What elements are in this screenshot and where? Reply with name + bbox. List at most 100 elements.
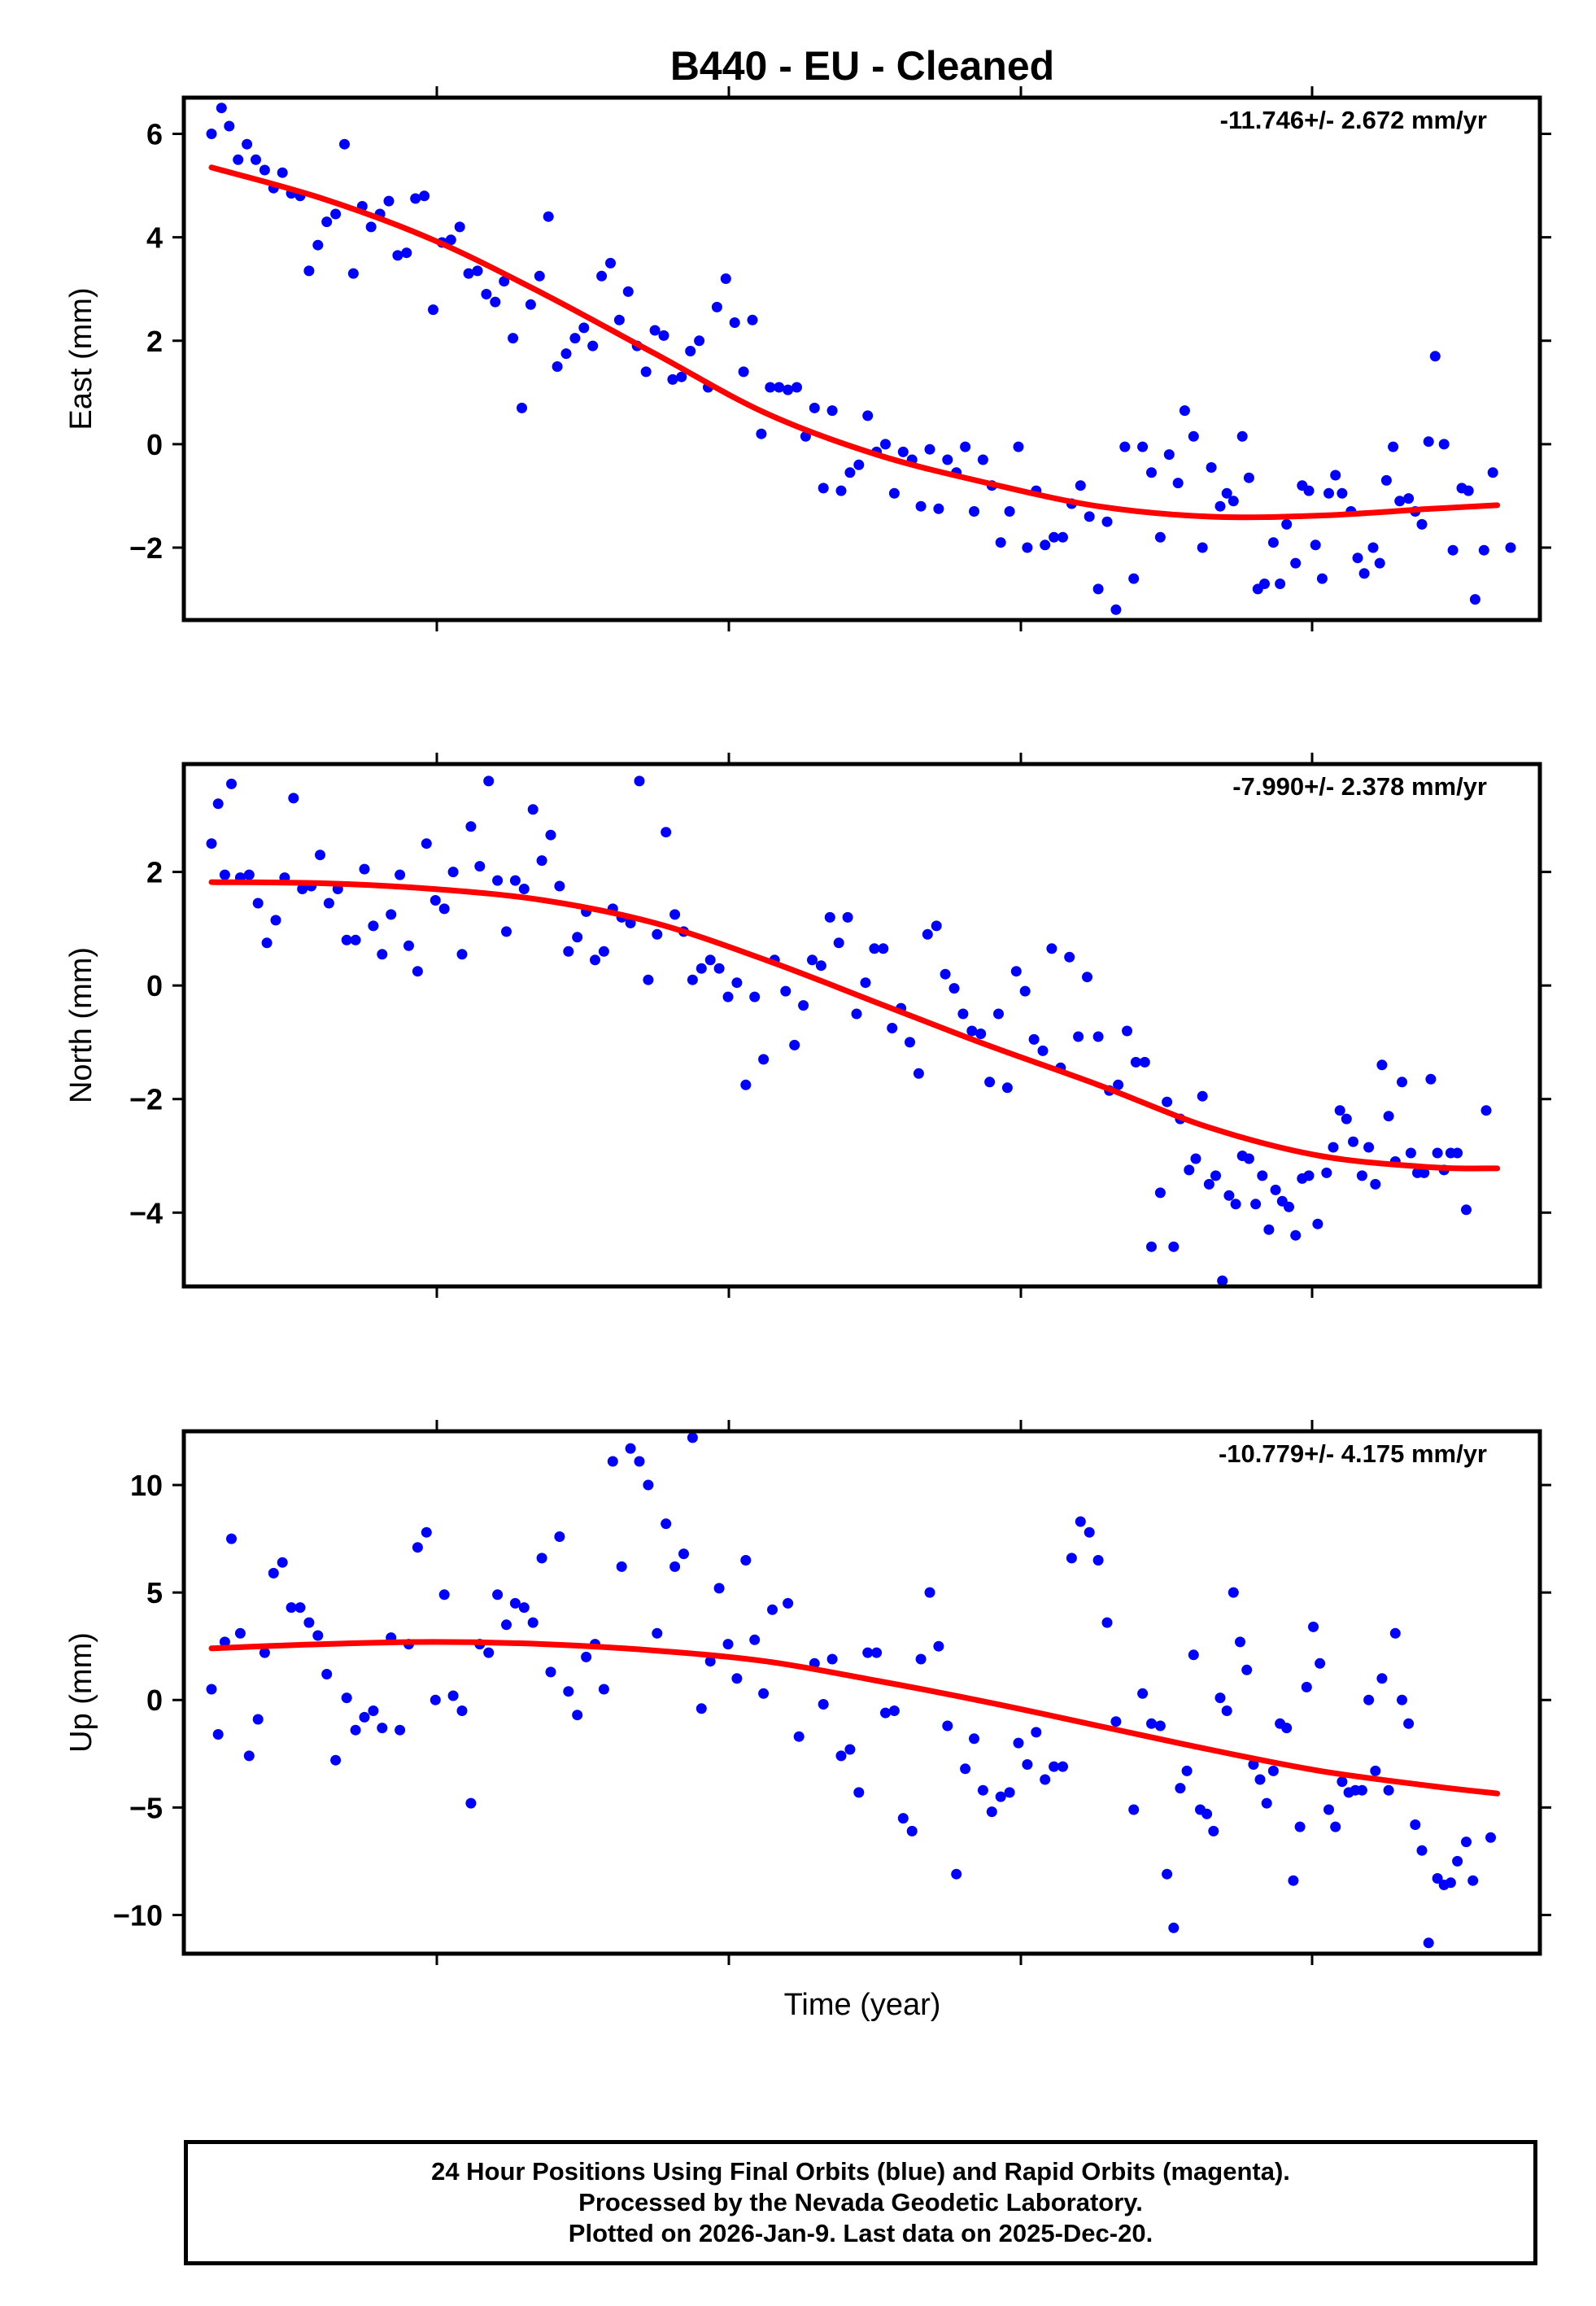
data-point [569, 333, 581, 344]
data-point [1505, 542, 1516, 553]
data-point [1168, 1241, 1180, 1252]
y-axis-label: North (mm) [64, 947, 98, 1103]
data-point [1352, 552, 1363, 564]
fit-curve [208, 879, 1501, 1172]
data-point [219, 869, 230, 880]
data-point [560, 348, 572, 360]
data-point [1321, 1167, 1332, 1178]
data-point [339, 138, 350, 150]
data-point [1001, 1082, 1013, 1094]
data-point [403, 940, 414, 951]
data-point [969, 1733, 979, 1745]
up-panel: −10 −5 0 5 10 Up (mm) -10.779+/- 4.175 mm/yr [64, 1420, 1551, 1965]
data-point [438, 903, 450, 915]
data-point [853, 1787, 865, 1798]
data-point [219, 1636, 230, 1648]
data-point [1423, 436, 1434, 448]
data-point [1214, 1692, 1226, 1704]
data-point [492, 1589, 504, 1601]
data-point [554, 880, 565, 892]
y-tick-label: 2 [146, 325, 163, 358]
data-point [1259, 579, 1270, 589]
data-point [853, 459, 865, 470]
data-point [669, 909, 681, 920]
data-point [1452, 1855, 1463, 1867]
data-point [359, 863, 370, 875]
data-point [888, 487, 900, 499]
data-point [501, 926, 512, 937]
data-point [1010, 966, 1022, 977]
data-point [1337, 487, 1348, 499]
data-point [765, 382, 776, 393]
data-point [463, 268, 474, 279]
data-point [605, 257, 616, 269]
data-point [977, 454, 988, 465]
data-point [368, 1705, 379, 1716]
data-point [1467, 1875, 1479, 1886]
data-point [722, 991, 734, 1002]
data-point [1110, 1716, 1122, 1727]
data-point [835, 1750, 847, 1762]
data-point [826, 1653, 838, 1665]
data-point [1197, 542, 1208, 553]
data-point [1376, 1059, 1388, 1071]
data-point [1383, 1111, 1394, 1122]
data-point [667, 373, 678, 385]
data-point [587, 340, 599, 352]
data-point [1092, 583, 1104, 595]
data-point [1075, 1516, 1086, 1527]
y-tick-label: 0 [146, 428, 163, 461]
data-point [960, 1763, 971, 1775]
figure-title: B440 - EU - Cleaned [670, 43, 1054, 89]
data-point [277, 1557, 288, 1568]
data-point [1284, 1201, 1294, 1212]
data-point [1267, 1765, 1279, 1776]
data-point [350, 934, 361, 946]
data-point [596, 270, 608, 282]
data-point [704, 954, 716, 966]
data-point [986, 1806, 997, 1818]
data-point [1410, 1819, 1421, 1830]
data-point [1341, 1113, 1352, 1125]
rate-annotation: -10.779+/- 4.175 mm/yr [1219, 1439, 1487, 1468]
data-point [1397, 1694, 1407, 1705]
data-point [951, 1868, 962, 1880]
data-point [940, 968, 951, 980]
data-point [508, 333, 519, 344]
data-point [1137, 1688, 1149, 1699]
data-point [410, 193, 421, 204]
data-point [747, 314, 758, 325]
data-point [490, 296, 501, 308]
data-point [818, 1699, 829, 1710]
data-point [1113, 1079, 1124, 1090]
data-point [869, 943, 880, 954]
data-point [1310, 539, 1321, 551]
data-point [277, 167, 288, 178]
data-point [643, 1479, 654, 1491]
data-point [1130, 1056, 1141, 1068]
data-point [1119, 441, 1131, 452]
data-point [1312, 1218, 1323, 1229]
data-point [1429, 351, 1441, 362]
data-point [1469, 594, 1480, 605]
data-point [534, 270, 545, 282]
data-point [783, 1597, 794, 1609]
rate-annotation: -11.746+/- 2.672 mm/yr [1220, 106, 1487, 134]
data-point [1432, 1147, 1443, 1159]
data-point [1146, 467, 1157, 478]
data-point [1057, 1761, 1068, 1772]
data-point [421, 838, 432, 849]
data-point [1184, 1164, 1195, 1176]
data-point [860, 977, 871, 989]
data-point [1257, 1170, 1268, 1181]
data-point [933, 503, 944, 514]
data-point [851, 1008, 862, 1020]
data-point [749, 1634, 761, 1645]
data-point [527, 1617, 539, 1628]
data-point [906, 1825, 918, 1837]
data-point [412, 966, 423, 977]
data-point [1122, 1025, 1132, 1037]
data-point [445, 234, 456, 246]
data-point [1461, 1204, 1472, 1216]
y-tick-label: 0 [146, 969, 163, 1002]
